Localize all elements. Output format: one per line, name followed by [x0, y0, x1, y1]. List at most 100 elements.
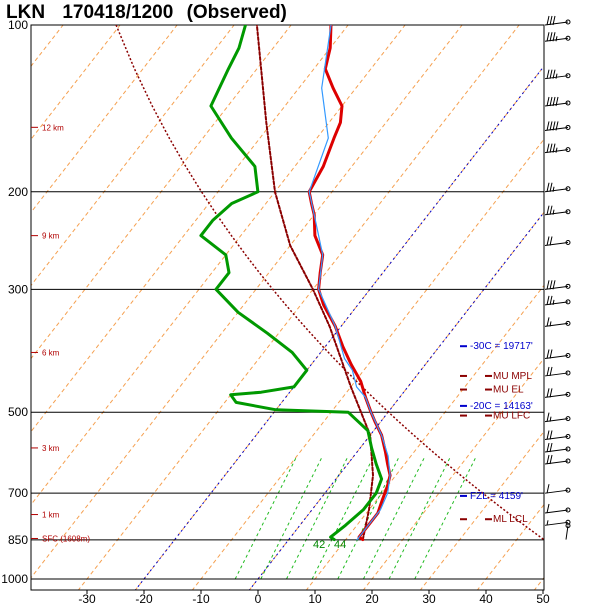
wind-barb [544, 484, 571, 494]
background-lines [31, 25, 544, 590]
isotherm-line [419, 430, 544, 590]
temp-label-20: 20 [365, 592, 379, 606]
wind-barb-full [549, 121, 553, 131]
wind-barb-full [546, 15, 550, 26]
wind-barb-full [555, 121, 559, 131]
mixing-ratio-line [388, 455, 452, 580]
wind-barb-half [552, 209, 555, 215]
wind-barb-full [549, 430, 553, 440]
wind-barb-shaft [544, 21, 569, 26]
wind-barb-full [549, 349, 553, 359]
wind-barb-station [565, 239, 571, 245]
wind-barb-station [565, 100, 571, 106]
level-marker-label: -20C = 14163' [470, 401, 533, 412]
isotherm-line [362, 357, 544, 590]
wind-barb-shaft [544, 188, 569, 193]
virtual-temperature-line [308, 25, 391, 541]
wind-barb-full [549, 366, 553, 377]
wind-barb-full [546, 366, 550, 377]
wind-barb-shaft [544, 489, 569, 494]
wind-barb-shaft [544, 509, 569, 514]
wind-barb-full [552, 69, 556, 79]
pressure-axis-labels: 100 200 300 500 700 850 1000 [1, 18, 28, 586]
wind-barb [544, 121, 571, 131]
mixing-ratio-line [311, 455, 375, 580]
wind-barb-station [565, 124, 571, 130]
wind-barb-half [555, 147, 558, 153]
wind-barb-full [549, 143, 553, 153]
isotherm-line [31, 25, 463, 579]
temp-label--30: -30 [78, 592, 96, 606]
wind-barb-full [549, 236, 553, 246]
isotherm-line [31, 25, 121, 141]
level-marker-label: MU LFC [493, 411, 530, 422]
wind-barb-full [546, 442, 550, 453]
isotherm-line [134, 65, 544, 590]
wind-barb [544, 388, 571, 398]
plot-frame [30, 24, 545, 591]
wind-barb-station [565, 446, 571, 452]
isotherm-line [305, 284, 544, 590]
wind-barb-station [565, 458, 571, 464]
wind-barb-station [565, 519, 571, 525]
wind-barb-full [552, 96, 556, 107]
wind-barb-full [549, 15, 553, 26]
wind-barb-full [555, 96, 559, 107]
wind-barb-full [546, 143, 550, 153]
temp-label--10: -10 [192, 592, 210, 606]
wind-barb-full [546, 503, 550, 514]
height-label: 12 km [42, 123, 64, 132]
isotherm-line [191, 138, 544, 590]
sounding-profiles [115, 25, 544, 542]
observation-status: (Observed) [187, 2, 287, 23]
wind-barb-station [565, 73, 571, 79]
parcel-trace-line [255, 25, 374, 541]
wind-barb-full [552, 143, 556, 153]
wind-barb [544, 317, 571, 327]
pressure-label-500: 500 [8, 405, 28, 419]
level-marker-label: MU EL [493, 385, 524, 396]
wind-barb-shaft [544, 436, 569, 440]
height-label: 9 km [42, 232, 60, 241]
wind-barb-full [546, 280, 550, 290]
pressure-label-200: 200 [8, 185, 28, 199]
wind-barb-half [555, 36, 558, 42]
wind-barb-full [549, 295, 553, 305]
wind-barb-station [565, 19, 571, 25]
wind-barb [544, 519, 571, 526]
wind-barb-shaft [544, 521, 569, 526]
wind-barb-half [549, 416, 552, 422]
temp-label-0: 0 [255, 592, 262, 606]
wind-barb-half [552, 186, 555, 192]
level-marker-label: -30C = 19717' [470, 341, 533, 352]
temp-label-40: 40 [479, 592, 493, 606]
wind-barb-full [552, 121, 556, 131]
height-labels: 12 km 9 km 6 km 3 km 1 km SFC (1608m) [31, 123, 90, 543]
wind-barb-station [565, 320, 571, 326]
wind-barb-shaft [544, 372, 569, 377]
mixing-ratio-line [234, 455, 298, 580]
wind-barbs [544, 15, 571, 540]
wind-barb-full [549, 280, 553, 290]
wind-barb-full [552, 15, 556, 26]
wind-barb [544, 503, 571, 514]
wind-barb-full [546, 236, 550, 246]
wind-barb-full [549, 32, 553, 42]
wind-barb [544, 366, 571, 377]
level-marker-label: MU MPL [493, 371, 532, 382]
wind-barb [544, 15, 571, 26]
wind-barb-full [552, 32, 556, 42]
pressure-label-700: 700 [8, 486, 28, 500]
wind-barb-full [549, 454, 553, 465]
wind-barb [544, 442, 571, 453]
wind-barb-station [565, 507, 571, 513]
isotherm-line [77, 25, 520, 590]
wind-barb-station [565, 283, 571, 289]
wind-barb-half [549, 321, 552, 327]
temp-label-50: 50 [536, 592, 550, 606]
wind-barb-shaft [544, 448, 569, 453]
temp-label--20: -20 [135, 592, 153, 606]
level-marker-label: FZL = 4159' [470, 491, 523, 502]
wind-barb [544, 143, 571, 154]
